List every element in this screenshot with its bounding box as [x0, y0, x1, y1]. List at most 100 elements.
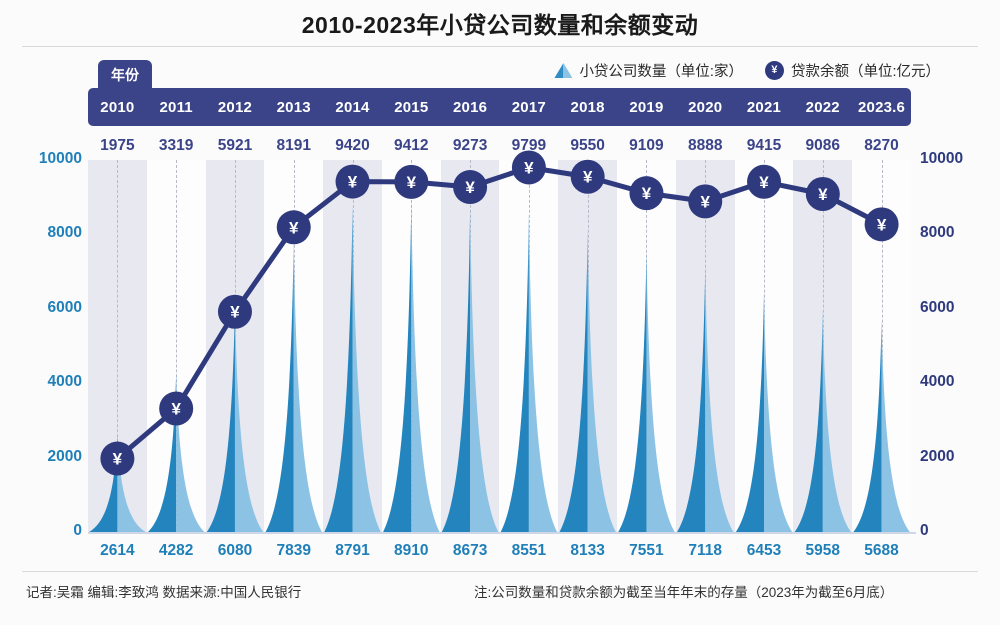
yen-glyph: ¥ [230, 303, 240, 322]
peak-left-half [206, 305, 235, 532]
loan-balance-marker[interactable]: ¥ [335, 164, 370, 199]
peak-right-half [352, 204, 381, 532]
year-cell: 2012 [217, 98, 253, 116]
loan-balance-value: 9109 [629, 137, 664, 154]
peak-left-half [441, 209, 471, 533]
loan-balance-value: 3319 [158, 137, 194, 154]
loan-balance-marker[interactable]: ¥ [747, 164, 782, 199]
loan-balance-marker[interactable]: ¥ [100, 441, 135, 476]
loan-balance-marker[interactable]: ¥ [805, 177, 840, 212]
peak-triangle-icon [554, 63, 573, 78]
loan-balance-marker[interactable]: ¥ [511, 150, 546, 185]
title-divider [22, 46, 978, 47]
y-axis-left-tick: 0 [73, 522, 82, 539]
peak-left-half [265, 240, 294, 532]
yen-glyph: ¥ [759, 173, 769, 192]
peak-right-half [117, 434, 146, 532]
y-axis-right-tick: 6000 [920, 298, 955, 316]
y-axis-left-tick: 6000 [47, 298, 82, 316]
yen-glyph: ¥ [171, 400, 181, 419]
yen-coin-icon [159, 391, 194, 426]
loan-balance-value: 9415 [746, 137, 782, 154]
yen-coin-icon [864, 207, 899, 242]
yen-coin-icon [335, 164, 370, 199]
peak-left-half [559, 229, 588, 532]
loan-balance-marker[interactable]: ¥ [276, 210, 311, 245]
page-title: 2010-2023年小贷公司数量和余额变动 [301, 12, 699, 38]
peak-right-half [705, 267, 734, 532]
peak-right-half [176, 372, 205, 532]
loan-balance-marker[interactable]: ¥ [394, 164, 429, 199]
loan-balance-marker[interactable]: ¥ [159, 391, 194, 426]
yen-glyph: ¥ [407, 173, 417, 192]
company-count-value: 8910 [394, 542, 429, 559]
chart-legend: 小贷公司数量（单位:家） ¥ 贷款余额（单位:亿元） [554, 60, 940, 81]
loan-balance-marker[interactable]: ¥ [629, 176, 664, 211]
year-tab: 年份 [98, 60, 152, 91]
yen-glyph: ¥ [818, 185, 828, 204]
year-cell: 2016 [452, 98, 488, 116]
peak-right-half [646, 251, 675, 533]
company-count-value: 8673 [452, 542, 488, 559]
peak-left-half [324, 204, 353, 532]
legend-item-company-count[interactable]: 小贷公司数量（单位:家） [554, 60, 743, 81]
plot-area [88, 160, 911, 533]
peak-left-half [853, 320, 882, 532]
legend-item-loan-balance[interactable]: ¥ 贷款余额（单位:亿元） [764, 60, 940, 81]
loan-balance-value: 9273 [452, 137, 488, 154]
company-count-value: 5958 [805, 542, 840, 559]
loan-balance-marker[interactable]: ¥ [453, 170, 488, 205]
loan-balance-value: 9420 [335, 137, 370, 154]
peak-left-half [677, 267, 706, 532]
yen-coin-icon [511, 150, 546, 185]
year-cell: 2010 [100, 98, 135, 116]
peak-right-half [411, 200, 440, 532]
y-axis-left-tick: 8000 [47, 224, 82, 242]
yen-glyph: ¥ [583, 168, 593, 187]
year-cell: 2013 [276, 98, 311, 116]
company-count-value: 7839 [276, 542, 311, 559]
company-count-value: 7551 [629, 542, 664, 559]
peak-left-half [383, 200, 412, 532]
yen-coin-icon [100, 441, 135, 476]
company-count-value: 8551 [511, 542, 547, 559]
peak-right-half [822, 310, 852, 532]
y-axis-left-tick: 4000 [47, 373, 82, 391]
yen-coin-icon [570, 159, 605, 194]
loan-balance-marker[interactable]: ¥ [864, 207, 899, 242]
footer-credits: 记者:吴霜 编辑:李致鸿 数据来源:中国人民银行 [26, 585, 302, 600]
legend-label-loan-balance: 贷款余额（单位:亿元） [790, 64, 940, 80]
y-axis-right-tick: 4000 [920, 373, 955, 391]
loan-balance-marker[interactable]: ¥ [688, 184, 723, 219]
company-count-value: 8133 [570, 542, 605, 559]
yen-coin-icon [747, 164, 782, 199]
gridline-column [147, 160, 206, 532]
loan-balance-value: 8191 [276, 137, 311, 154]
peak-left-half [500, 213, 529, 532]
company-count-value: 2614 [100, 542, 135, 559]
year-cell: 2017 [511, 98, 546, 116]
y-axis-right-tick: 10000 [920, 150, 964, 167]
peak-series-svg [89, 200, 910, 533]
loan-balance-value: 8270 [864, 137, 899, 154]
year-cell: 2014 [335, 98, 370, 116]
yen-glyph: ¥ [524, 158, 534, 177]
peak-left-half [147, 372, 177, 532]
y-axis-left-tick: 10000 [38, 150, 82, 167]
yen-glyph: ¥ [465, 178, 475, 197]
loan-balance-value: 9550 [570, 137, 605, 154]
loan-balance-value: 8888 [687, 137, 723, 154]
company-count-value: 7118 [688, 542, 723, 559]
y-axis-left: 10000 8000 6000 4000 2000 0 [8, 0, 82, 625]
peak-right-half [293, 240, 322, 532]
yen-coin-icon [217, 294, 252, 329]
yen-glyph: ¥ [642, 184, 652, 203]
year-cell: 2019 [629, 98, 664, 116]
peak-right-half [881, 320, 910, 532]
loan-balance-marker[interactable]: ¥ [570, 159, 605, 194]
company-count-value: 4282 [158, 542, 194, 559]
company-count-value: 6080 [217, 542, 253, 559]
loan-balance-value: 9412 [394, 137, 429, 154]
loan-balance-marker[interactable]: ¥ [217, 294, 252, 329]
